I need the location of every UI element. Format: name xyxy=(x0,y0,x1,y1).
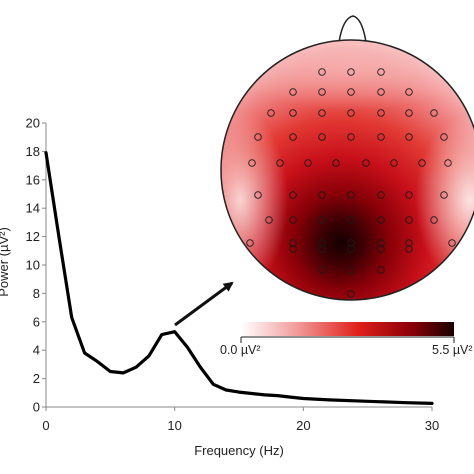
electrode-marker xyxy=(318,216,326,224)
x-ticks xyxy=(45,407,433,411)
electrode-marker xyxy=(318,266,326,274)
y-tick-label: 16 xyxy=(26,172,40,187)
electrode-marker xyxy=(405,191,413,199)
y-tick-label: 0 xyxy=(33,400,40,415)
electrode-marker xyxy=(347,266,355,274)
electrode-marker xyxy=(377,191,385,199)
electrode-marker xyxy=(347,290,355,298)
electrode-marker xyxy=(440,133,448,141)
left-low-region xyxy=(221,110,288,290)
y-ticks xyxy=(42,122,46,408)
power-spectrum-chart: 0 2 4 6 8 10 12 14 16 18 20 0 10 20 30 Power (µV²) Fr… xyxy=(0,116,439,459)
electrode-marker xyxy=(276,159,284,167)
electrode-marker xyxy=(318,68,326,76)
y-tick-label: 10 xyxy=(26,258,40,273)
x-axis-title: Frequency (Hz) xyxy=(194,443,284,458)
electrode-marker xyxy=(347,133,355,141)
electrode-marker xyxy=(267,109,275,117)
electrode-marker xyxy=(405,88,413,96)
electrode-marker xyxy=(377,245,385,253)
topographic-map xyxy=(220,15,474,301)
electrode-marker xyxy=(390,159,398,167)
electrode-marker xyxy=(405,216,413,224)
electrode-marker xyxy=(440,191,448,199)
x-tick-label: 10 xyxy=(167,418,181,433)
colorbar-max-label: 5.5 µV² xyxy=(432,343,473,357)
electrode-marker xyxy=(405,133,413,141)
x-tick-label: 20 xyxy=(296,418,310,433)
electrode-marker xyxy=(289,239,297,247)
y-tick-label: 4 xyxy=(33,343,40,358)
series-line-0 xyxy=(44,151,434,405)
electrode-marker xyxy=(347,245,355,253)
electrode-marker xyxy=(265,216,273,224)
electrode-marker xyxy=(418,159,426,167)
y-tick-label: 20 xyxy=(26,116,40,131)
head-heatmap xyxy=(221,40,474,300)
electrode-marker xyxy=(289,88,297,96)
y-tick-label: 14 xyxy=(26,201,40,216)
y-tick-label: 2 xyxy=(33,371,40,386)
electrode-marker xyxy=(430,109,438,117)
electrode-marker xyxy=(289,216,297,224)
electrode-marker xyxy=(347,191,355,199)
electrode-marker xyxy=(318,191,326,199)
electrode-marker xyxy=(377,239,385,247)
electrode-marker xyxy=(318,88,326,96)
electrode-marker xyxy=(444,159,452,167)
electrode-marker xyxy=(377,109,385,117)
electrode-marker xyxy=(347,88,355,96)
y-tick-labels: 0 2 4 6 8 10 12 14 16 18 20 xyxy=(26,116,40,415)
y-tick-label: 18 xyxy=(26,144,40,159)
x-tick-label: 30 xyxy=(425,418,439,433)
electrode-marker xyxy=(248,159,256,167)
series-group xyxy=(44,151,434,405)
electrode-marker xyxy=(254,191,262,199)
electrode-marker xyxy=(362,159,370,167)
electrode-marker xyxy=(377,266,385,274)
electrode-marker xyxy=(289,245,297,253)
y-tick-label: 8 xyxy=(33,286,40,301)
electrode-marker xyxy=(405,109,413,117)
electrode-marker xyxy=(318,239,326,247)
electrode-marker xyxy=(318,245,326,253)
peak-to-map-arrow xyxy=(174,281,234,327)
electrode-marker xyxy=(332,159,340,167)
electrode-marker xyxy=(318,109,326,117)
right-low-region xyxy=(415,115,474,285)
electrode-marker xyxy=(318,133,326,141)
head-outline xyxy=(220,39,474,301)
electrode-marker xyxy=(304,159,312,167)
y-axis-title: Power (µV²) xyxy=(0,227,11,297)
electrode-marker xyxy=(448,239,456,247)
head-nose-outline xyxy=(338,15,367,43)
electrode-marker xyxy=(289,191,297,199)
electrode-marker xyxy=(347,68,355,76)
electrode-marker xyxy=(377,216,385,224)
x-tick-labels: 0 10 20 30 xyxy=(42,418,439,433)
colorbar-min-label: 0.0 µV² xyxy=(220,343,261,357)
y-tick-label: 12 xyxy=(26,229,40,244)
electrode-marker xyxy=(289,109,297,117)
colorbar-gradient-bar xyxy=(241,322,454,336)
electrode-marker xyxy=(405,245,413,253)
colorbar: 0.0 µV² 5.5 µV² xyxy=(220,322,473,357)
x-tick-label: 0 xyxy=(42,418,49,433)
electrode-marker xyxy=(430,216,438,224)
electrode-marker xyxy=(289,133,297,141)
electrode-marker xyxy=(347,216,355,224)
electrode-marker xyxy=(254,133,262,141)
electrode-marker xyxy=(347,239,355,247)
electrode-marker xyxy=(246,239,254,247)
electrode-marker xyxy=(377,133,385,141)
electrodes xyxy=(246,68,456,298)
electrode-marker xyxy=(377,68,385,76)
y-tick-label: 6 xyxy=(33,314,40,329)
electrode-marker xyxy=(377,88,385,96)
electrode-marker xyxy=(347,109,355,117)
electrode-marker xyxy=(405,239,413,247)
